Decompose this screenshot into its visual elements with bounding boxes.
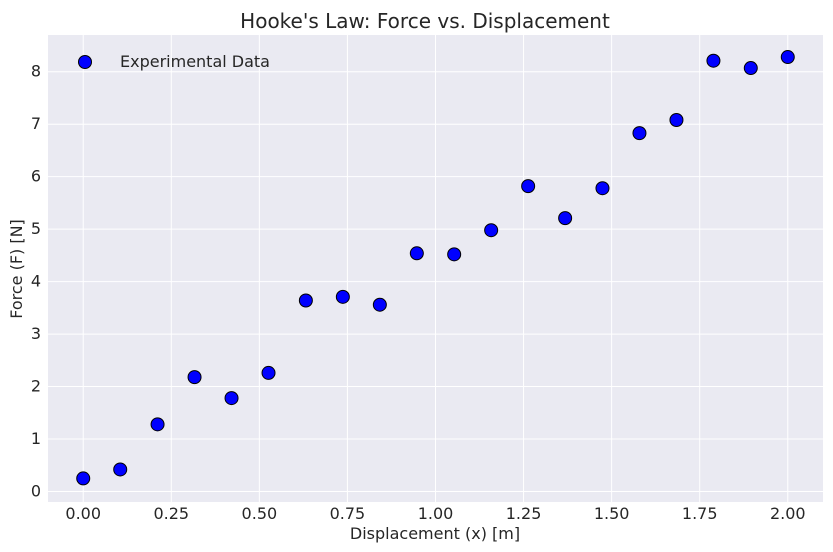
data-point (113, 462, 128, 477)
data-point (187, 370, 202, 385)
data-point (521, 179, 536, 194)
data-point (409, 246, 424, 261)
y-tick-labels: 0 1 2 3 4 5 6 7 8 (31, 62, 41, 501)
y-tick-label: 8 (31, 62, 41, 81)
legend-label: Experimental Data (120, 52, 270, 71)
data-point (76, 471, 91, 486)
x-tick-label: 1.00 (418, 504, 454, 523)
data-point (261, 365, 276, 380)
y-axis-label: Force (F) [N] (7, 219, 26, 319)
x-tick-label: 0.00 (65, 504, 101, 523)
data-point (372, 297, 387, 312)
x-axis-label: Displacement (x) [m] (350, 524, 520, 543)
chart-title: Hooke's Law: Force vs. Displacement (240, 9, 610, 33)
y-tick-label: 3 (31, 324, 41, 343)
data-point (484, 223, 499, 238)
data-point (335, 289, 350, 304)
data-point (150, 417, 165, 432)
data-points (76, 50, 795, 486)
legend: Experimental Data (78, 52, 270, 71)
y-gridlines (48, 71, 823, 493)
y-tick-label: 1 (31, 429, 41, 448)
data-point (595, 181, 610, 196)
legend-marker (78, 55, 92, 69)
data-point (780, 50, 795, 65)
x-tick-label: 0.50 (242, 504, 278, 523)
data-point (447, 247, 462, 262)
x-tick-labels: 0.00 0.25 0.50 0.75 1.00 1.25 1.50 1.75 2.00 (65, 504, 805, 523)
x-gridlines (82, 35, 789, 502)
x-tick-label: 2.00 (770, 504, 806, 523)
data-point (224, 391, 239, 406)
y-tick-label: 0 (31, 482, 41, 501)
data-point (632, 126, 647, 141)
y-tick-label: 5 (31, 219, 41, 238)
x-tick-label: 1.50 (594, 504, 630, 523)
y-tick-label: 4 (31, 272, 41, 291)
data-point (669, 113, 684, 128)
x-tick-label: 1.25 (506, 504, 542, 523)
y-tick-label: 7 (31, 114, 41, 133)
x-tick-label: 0.25 (153, 504, 189, 523)
y-tick-label: 6 (31, 167, 41, 186)
data-point (706, 53, 721, 68)
x-tick-label: 0.75 (330, 504, 366, 523)
x-tick-label: 1.75 (682, 504, 718, 523)
data-point (298, 293, 313, 308)
data-point (558, 211, 573, 226)
data-point (743, 61, 758, 76)
y-tick-label: 2 (31, 377, 41, 396)
